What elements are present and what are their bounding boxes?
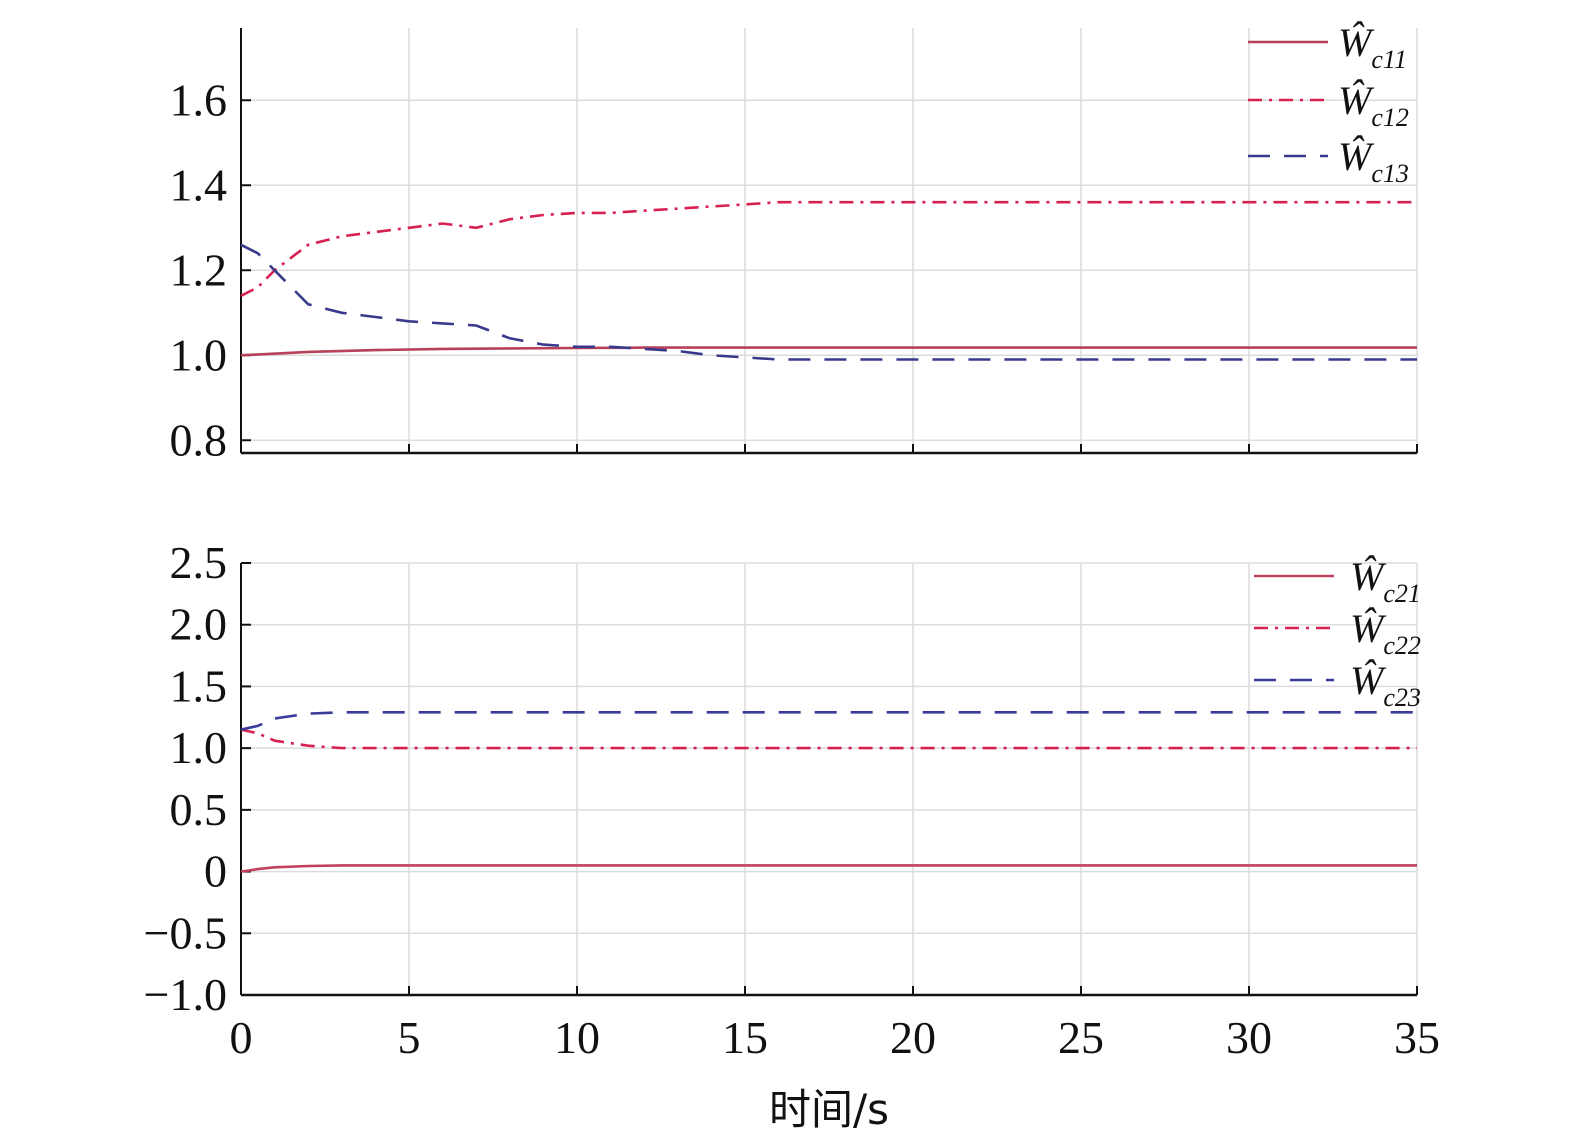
legend-label-base: Ŵ xyxy=(1350,658,1387,703)
series-line-3 xyxy=(240,243,1417,361)
series-line-1 xyxy=(240,864,1417,873)
x-tick-label: 0 xyxy=(230,1012,253,1063)
legend-label-subscript: c12 xyxy=(1371,103,1409,132)
y-tick-label: 0 xyxy=(204,846,227,897)
series-line-2 xyxy=(240,200,1417,297)
legend-label: Ŵc13 xyxy=(1338,134,1409,188)
y-tick-label: −1.0 xyxy=(144,969,227,1020)
x-tick-label: 15 xyxy=(722,1012,768,1063)
legend-label-base: Ŵ xyxy=(1338,20,1375,65)
legend-label: Ŵc21 xyxy=(1350,554,1421,608)
x-axis-label: 时间/s xyxy=(769,1085,889,1134)
series-line-1 xyxy=(240,346,1417,357)
legend-label-subscript: c21 xyxy=(1383,579,1421,608)
y-tick-label: 0.8 xyxy=(170,414,228,465)
legend-label-subscript: c13 xyxy=(1371,159,1409,188)
y-tick-label: −0.5 xyxy=(144,907,227,958)
legend-label-base: Ŵ xyxy=(1350,554,1387,599)
y-tick-label: 1.5 xyxy=(170,660,228,711)
legend-label-base: Ŵ xyxy=(1350,606,1387,651)
legend-label: Ŵc23 xyxy=(1350,658,1421,712)
legend-label-base: Ŵ xyxy=(1338,78,1375,123)
legend-label: Ŵc22 xyxy=(1350,606,1421,660)
series-line-3 xyxy=(240,710,1417,731)
x-tick-label: 25 xyxy=(1058,1012,1104,1063)
y-tick-label: 1.0 xyxy=(170,722,228,773)
y-tick-label: 1.0 xyxy=(170,329,228,380)
x-tick-label: 10 xyxy=(554,1012,600,1063)
bottom-chart-panel: 0 5 10 15 20 25 30 35 −1.0 −0.5 0 0.5 1.0 1.5 2.0 2.5 Ŵc… xyxy=(144,537,1440,1063)
x-tick-label: 5 xyxy=(398,1012,421,1063)
y-tick-label: 0.5 xyxy=(170,784,228,835)
x-tick-label: 30 xyxy=(1226,1012,1272,1063)
legend-label-subscript: c11 xyxy=(1371,45,1407,74)
y-tick-label: 1.6 xyxy=(170,74,228,125)
y-tick-label: 2.0 xyxy=(170,599,228,650)
legend-label: Ŵc11 xyxy=(1338,20,1407,74)
y-tick-label: 1.4 xyxy=(170,159,228,210)
y-tick-label: 2.5 xyxy=(170,537,228,588)
legend-label-subscript: c23 xyxy=(1383,683,1421,712)
x-tick-label: 35 xyxy=(1394,1012,1440,1063)
legend-label-base: Ŵ xyxy=(1338,134,1375,179)
legend-label-subscript: c22 xyxy=(1383,631,1421,660)
x-tick-label: 20 xyxy=(890,1012,936,1063)
series-line-2 xyxy=(240,728,1417,750)
y-tick-label: 1.2 xyxy=(170,244,228,295)
legend-label: Ŵc12 xyxy=(1338,78,1409,132)
